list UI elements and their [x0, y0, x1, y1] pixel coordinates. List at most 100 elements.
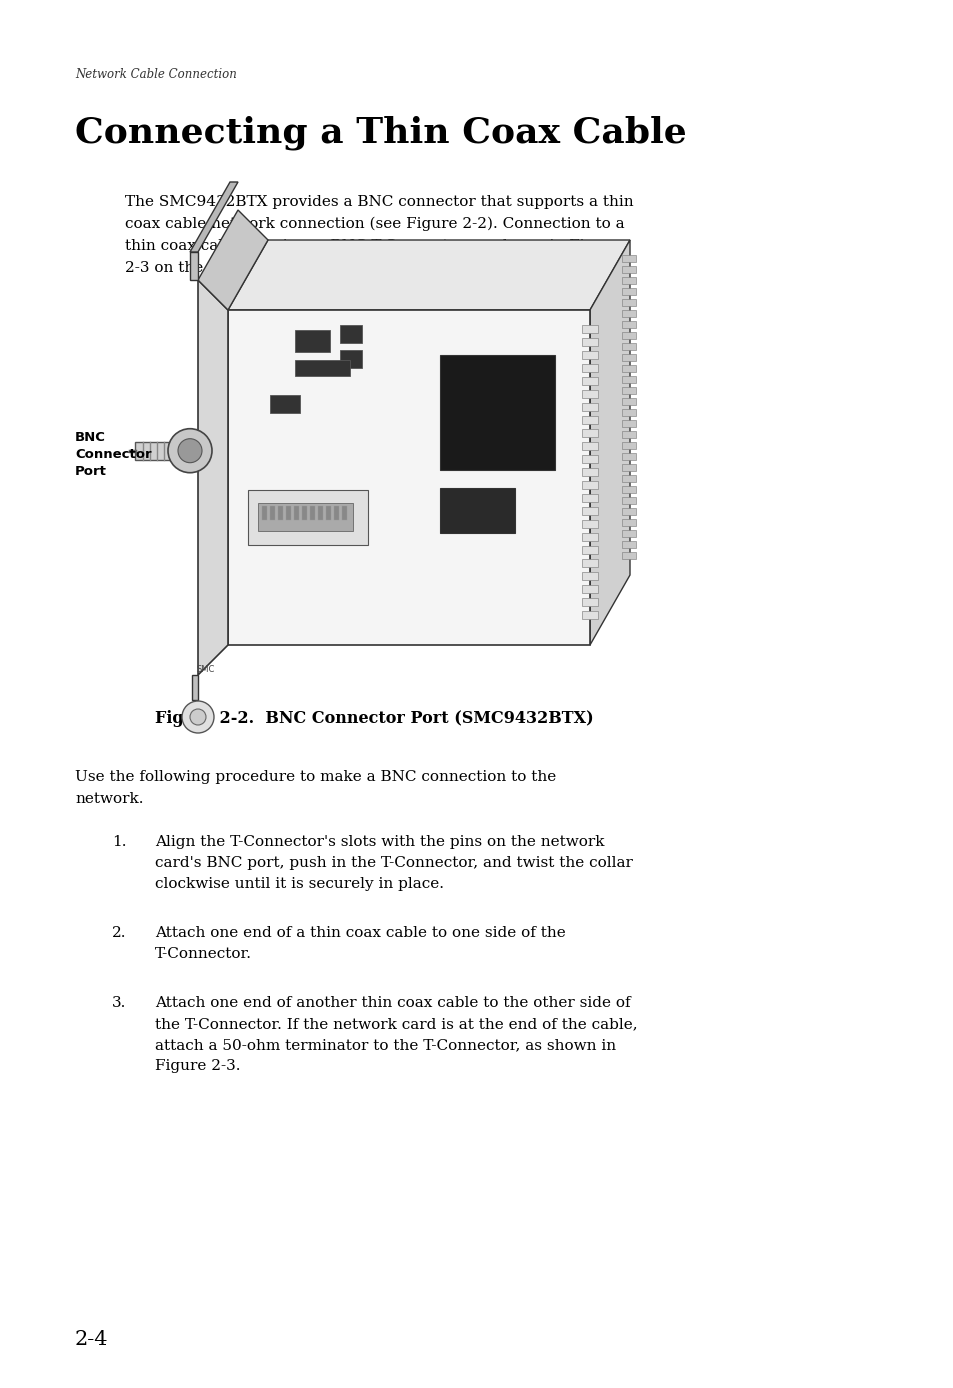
Bar [581, 572, 598, 580]
Bar [621, 409, 636, 416]
Bar [621, 387, 636, 394]
Bar [228, 310, 589, 645]
Text: network.: network. [75, 793, 143, 806]
Bar [581, 520, 598, 527]
Bar [294, 507, 298, 520]
Bar [135, 441, 190, 459]
Bar [621, 421, 636, 428]
Bar [621, 541, 636, 548]
Text: The SMC9432BTX provides a BNC connector that supports a thin: The SMC9432BTX provides a BNC connector … [125, 194, 633, 210]
Bar [621, 255, 636, 262]
Polygon shape [190, 182, 237, 253]
Bar [262, 507, 267, 520]
Circle shape [178, 439, 202, 462]
Bar [286, 507, 291, 520]
Text: Use the following procedure to make a BNC connection to the: Use the following procedure to make a BN… [75, 770, 556, 784]
Text: attach a 50-ohm terminator to the T-Connector, as shown in: attach a 50-ohm terminator to the T-Conn… [154, 1038, 616, 1052]
Text: 2-3 on the next page.: 2-3 on the next page. [125, 261, 289, 275]
Bar [621, 441, 636, 448]
Bar [581, 611, 598, 619]
Bar [581, 559, 598, 568]
Text: SMC: SMC [196, 665, 215, 675]
Bar [334, 507, 338, 520]
Bar [326, 507, 331, 520]
Bar [581, 364, 598, 372]
Bar [581, 533, 598, 541]
Bar [581, 598, 598, 607]
Bar [581, 403, 598, 411]
Text: Attach one end of a thin coax cable to one side of the: Attach one end of a thin coax cable to o… [154, 926, 565, 940]
Bar [621, 287, 636, 296]
Bar [621, 365, 636, 372]
Bar [302, 507, 307, 520]
Polygon shape [198, 280, 228, 675]
Text: Connecting a Thin Coax Cable: Connecting a Thin Coax Cable [75, 115, 686, 150]
Bar [581, 378, 598, 384]
Bar [317, 507, 323, 520]
Text: Figure 2-2.  BNC Connector Port (SMC9432BTX): Figure 2-2. BNC Connector Port (SMC9432B… [154, 711, 593, 727]
Text: 3.: 3. [112, 997, 126, 1010]
Text: BNC
Connector
Port: BNC Connector Port [75, 430, 152, 477]
Bar [581, 390, 598, 398]
Circle shape [182, 701, 213, 733]
Bar [621, 278, 636, 285]
Text: Network Cable Connection: Network Cable Connection [75, 68, 236, 81]
Text: T-Connector.: T-Connector. [154, 947, 252, 960]
Text: thin coax cable requires a BNC T-Connector, as shown in Figure: thin coax cable requires a BNC T-Connect… [125, 239, 619, 253]
Text: clockwise until it is securely in place.: clockwise until it is securely in place. [154, 877, 443, 891]
Bar [248, 490, 368, 545]
Text: Attach one end of another thin coax cable to the other side of: Attach one end of another thin coax cabl… [154, 997, 630, 1010]
Bar [439, 489, 515, 533]
Text: Align the T-Connector's slots with the pins on the network: Align the T-Connector's slots with the p… [154, 836, 604, 849]
Bar [621, 552, 636, 559]
Bar [621, 530, 636, 537]
Bar [581, 416, 598, 423]
Bar [257, 502, 353, 532]
Bar [621, 343, 636, 350]
Bar [621, 321, 636, 328]
Polygon shape [192, 675, 198, 700]
Bar [270, 507, 274, 520]
Text: Figure 2-3.: Figure 2-3. [154, 1059, 240, 1073]
Bar [581, 351, 598, 359]
Bar [277, 507, 283, 520]
Text: card's BNC port, push in the T-Connector, and twist the collar: card's BNC port, push in the T-Connector… [154, 856, 632, 870]
Bar [621, 398, 636, 405]
Circle shape [168, 429, 212, 473]
Bar [439, 355, 555, 471]
Bar [621, 475, 636, 482]
Bar [621, 464, 636, 471]
Bar [581, 584, 598, 593]
Bar [581, 441, 598, 450]
Bar [294, 359, 350, 376]
Polygon shape [228, 240, 629, 310]
Bar [339, 325, 361, 343]
Bar [270, 396, 299, 414]
Bar [621, 354, 636, 361]
Bar [581, 468, 598, 476]
Bar [581, 545, 598, 554]
Bar [581, 339, 598, 346]
Bar [621, 486, 636, 493]
Text: the T-Connector. If the network card is at the end of the cable,: the T-Connector. If the network card is … [154, 1017, 637, 1031]
Bar [341, 507, 347, 520]
Bar [621, 497, 636, 504]
Bar [621, 452, 636, 459]
Bar [621, 519, 636, 526]
Bar [621, 310, 636, 316]
Bar [581, 507, 598, 515]
Bar [581, 455, 598, 464]
Bar [621, 432, 636, 439]
Text: 2-4: 2-4 [75, 1330, 109, 1349]
Bar [621, 508, 636, 515]
Bar [581, 482, 598, 489]
Polygon shape [589, 240, 629, 645]
Polygon shape [190, 253, 198, 280]
Bar [310, 507, 314, 520]
Bar [621, 376, 636, 383]
Bar [294, 330, 330, 353]
Bar [621, 298, 636, 305]
Text: coax cable network connection (see Figure 2-2). Connection to a: coax cable network connection (see Figur… [125, 217, 624, 232]
Bar [581, 429, 598, 437]
Bar [581, 325, 598, 333]
